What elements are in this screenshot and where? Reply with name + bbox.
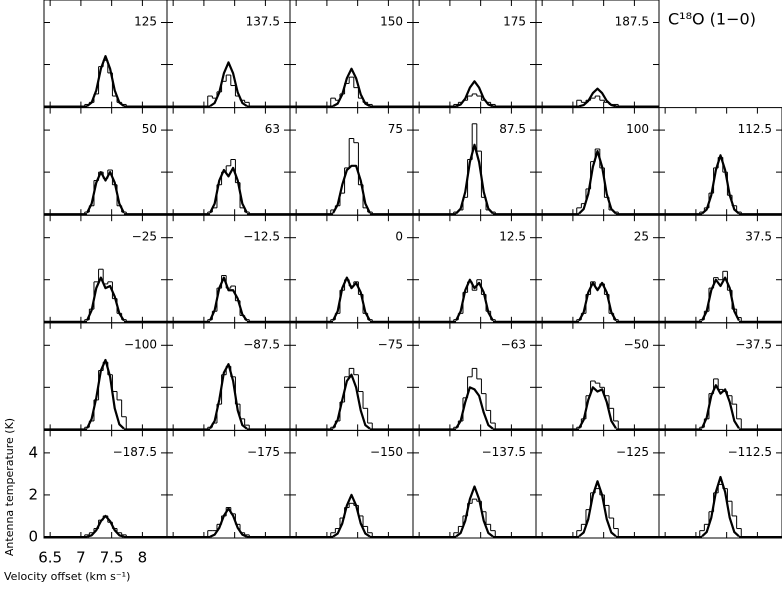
model-curve bbox=[455, 80, 494, 108]
panel-label: 137.5 bbox=[246, 15, 280, 29]
panel-label: 12.5 bbox=[499, 230, 526, 244]
panel-label: −187.5 bbox=[113, 445, 157, 459]
model-curve bbox=[701, 475, 740, 538]
panel-label: −175 bbox=[247, 445, 280, 459]
model-curve bbox=[86, 55, 125, 107]
observed-riser bbox=[576, 488, 619, 537]
panel-label: −37.5 bbox=[735, 337, 772, 351]
model-curve bbox=[86, 276, 125, 322]
observed-riser bbox=[699, 484, 742, 537]
panel-label: 87.5 bbox=[499, 122, 526, 136]
panel-label: −87.5 bbox=[243, 337, 280, 351]
panel-label: 175 bbox=[503, 15, 526, 29]
panel-label: 187.5 bbox=[615, 15, 649, 29]
panel-label: 0 bbox=[395, 230, 403, 244]
panel-frame bbox=[658, 429, 782, 539]
panel-label: 112.5 bbox=[738, 122, 772, 136]
panel-label: −112.5 bbox=[728, 445, 772, 459]
model-curve bbox=[578, 386, 617, 429]
x-tick-label: 7.5 bbox=[100, 549, 124, 567]
model-curve bbox=[455, 386, 494, 430]
model-curve bbox=[455, 143, 494, 215]
model-curve bbox=[701, 384, 740, 429]
panel-label: 100 bbox=[626, 122, 649, 136]
panel-label: 50 bbox=[142, 122, 157, 136]
model-curve bbox=[209, 507, 248, 538]
model-curve bbox=[455, 485, 494, 538]
model-curve bbox=[86, 358, 125, 430]
observed-riser bbox=[84, 170, 127, 215]
model-curve bbox=[86, 171, 125, 214]
model-curve bbox=[578, 480, 617, 538]
panel-label: 150 bbox=[380, 15, 403, 29]
model-curve bbox=[332, 67, 371, 108]
x-tick-label: 8 bbox=[138, 549, 148, 567]
model-curve bbox=[209, 61, 248, 108]
y-tick-label: 2 bbox=[28, 485, 38, 503]
model-curve bbox=[209, 363, 248, 430]
panel-label: −150 bbox=[370, 445, 403, 459]
model-curve bbox=[578, 150, 617, 215]
y-tick-label: 0 bbox=[28, 527, 38, 545]
panel-label: −63 bbox=[501, 337, 526, 351]
panel-label: 75 bbox=[388, 122, 403, 136]
x-axis-label: Velocity offset (km s⁻¹) bbox=[4, 570, 130, 583]
model-curve bbox=[332, 276, 371, 322]
y-tick-label: 4 bbox=[28, 443, 38, 461]
model-curve bbox=[209, 166, 248, 214]
observed-riser bbox=[84, 515, 127, 537]
model-curve bbox=[701, 154, 740, 215]
panel-label: −25 bbox=[132, 230, 157, 244]
panel-label: 63 bbox=[265, 122, 280, 136]
panel-label: −12.5 bbox=[243, 230, 280, 244]
observed-riser bbox=[576, 149, 619, 215]
panel-label: 37.5 bbox=[745, 230, 772, 244]
model-curve bbox=[332, 164, 371, 214]
panel-label: −50 bbox=[624, 337, 649, 351]
observed-riser bbox=[330, 503, 373, 537]
model-curve bbox=[578, 281, 617, 322]
model-curve bbox=[578, 87, 617, 108]
panel-label: −125 bbox=[616, 445, 649, 459]
panel-label: −137.5 bbox=[482, 445, 526, 459]
observed-riser bbox=[453, 499, 496, 537]
chart-title: C¹⁸O (1−0) bbox=[668, 10, 756, 29]
panel-label: −75 bbox=[378, 337, 403, 351]
model-curve bbox=[209, 276, 248, 322]
y-axis-label: Antenna temperature (K) bbox=[3, 418, 16, 556]
model-curve bbox=[455, 278, 494, 322]
model-curve bbox=[701, 276, 740, 321]
model-curve bbox=[86, 514, 125, 538]
model-curve bbox=[332, 493, 371, 538]
panel-label: −100 bbox=[124, 337, 157, 351]
x-tick-label: 6.5 bbox=[38, 549, 62, 567]
panel-label: 25 bbox=[634, 230, 649, 244]
observed-riser bbox=[84, 60, 127, 107]
observed-riser bbox=[453, 123, 496, 215]
x-tick-label: 7 bbox=[76, 549, 86, 567]
panel-label: 125 bbox=[134, 15, 157, 29]
model-curve bbox=[332, 373, 371, 430]
